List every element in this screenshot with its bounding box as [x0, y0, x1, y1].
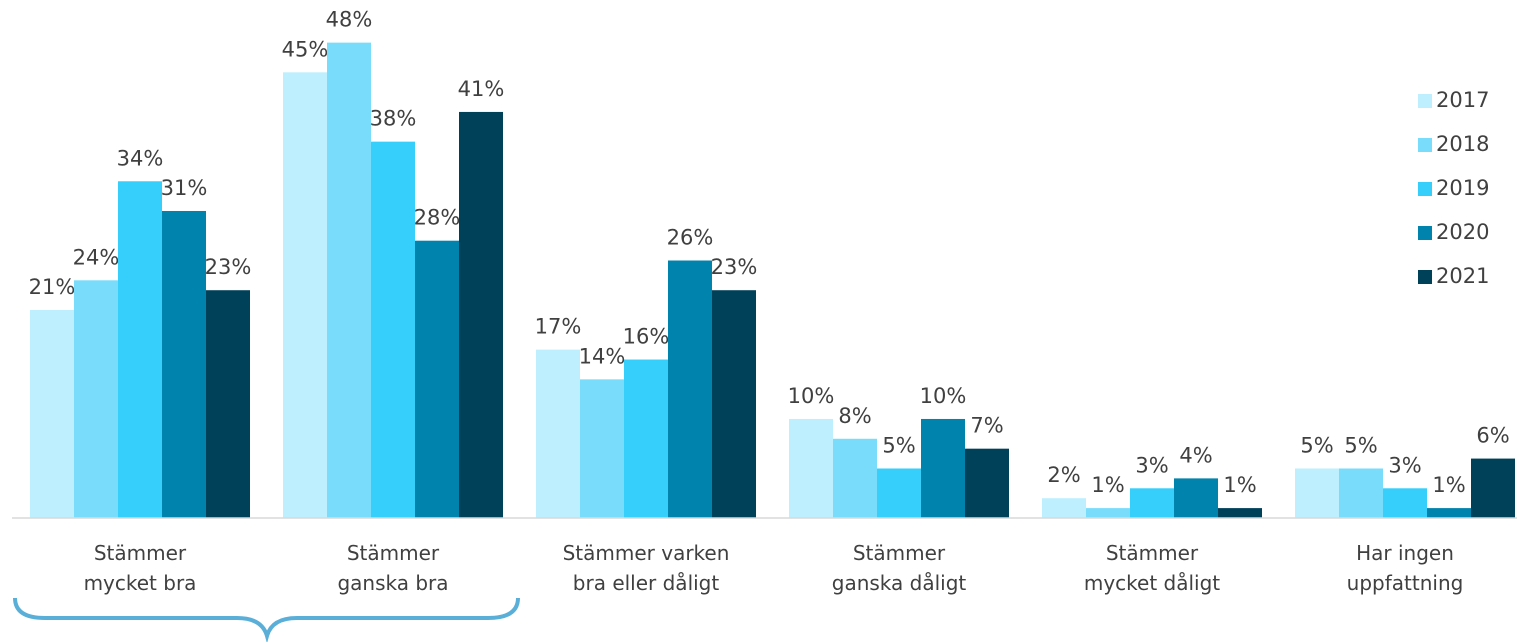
value-label: 23% [711, 255, 758, 279]
bar [1471, 458, 1515, 518]
x-tick-label: Har ingen uppfattning [1346, 541, 1464, 595]
value-label: 41% [458, 77, 505, 101]
value-label: 14% [579, 344, 626, 368]
value-label: 10% [920, 384, 967, 408]
legend-swatch [1418, 226, 1432, 240]
bar [877, 468, 921, 518]
bar [668, 260, 712, 518]
value-label: 4% [1179, 443, 1212, 467]
value-label: 2% [1047, 463, 1080, 487]
value-label: 1% [1223, 473, 1256, 497]
value-label: 16% [623, 325, 670, 349]
legend-label: 2017 [1436, 88, 1489, 112]
bar [415, 240, 459, 518]
value-label: 26% [667, 226, 714, 250]
bracket [13, 597, 520, 642]
bar [965, 448, 1009, 518]
x-tick-label: Stämmer varken bra eller dåligt [562, 541, 730, 595]
bar [1295, 468, 1339, 518]
bar [74, 280, 118, 518]
x-tick-label: Stämmer ganska bra [337, 541, 449, 595]
bar [30, 310, 74, 518]
value-label: 8% [838, 404, 871, 428]
bar [327, 42, 371, 518]
legend-swatch [1418, 94, 1432, 108]
value-label: 23% [205, 255, 252, 279]
legend-swatch [1418, 138, 1432, 152]
bar [833, 438, 877, 518]
bar [162, 210, 206, 518]
bar [1130, 488, 1174, 518]
value-label: 48% [326, 8, 373, 32]
value-label: 24% [73, 245, 120, 269]
value-label: 5% [1300, 433, 1333, 457]
bar [1174, 478, 1218, 518]
bar [921, 418, 965, 518]
bar [1427, 508, 1471, 518]
value-label: 17% [535, 315, 582, 339]
value-label: 3% [1388, 453, 1421, 477]
value-label: 21% [29, 275, 76, 299]
x-tick-label: Stämmer mycket bra [83, 541, 197, 595]
legend-label: 2018 [1436, 132, 1489, 156]
x-tick-label: Stämmer mycket dåligt [1083, 541, 1221, 595]
value-label: 1% [1091, 473, 1124, 497]
value-label: 5% [1344, 433, 1377, 457]
bar [624, 359, 668, 518]
value-label: 6% [1476, 424, 1509, 448]
value-label: 5% [882, 433, 915, 457]
legend-label: 2021 [1436, 264, 1489, 288]
value-label: 3% [1135, 453, 1168, 477]
bar [1383, 488, 1427, 518]
legend-swatch [1418, 270, 1432, 284]
bar [283, 72, 327, 519]
bar [118, 181, 162, 518]
x-tick-label: Stämmer ganska dåligt [831, 541, 967, 595]
value-label: 1% [1432, 473, 1465, 497]
legend-label: 2019 [1436, 176, 1489, 200]
value-label: 34% [117, 146, 164, 170]
bar [712, 290, 756, 518]
bar [1086, 508, 1130, 518]
bar [1218, 508, 1262, 518]
bar [1042, 498, 1086, 518]
value-label: 7% [970, 414, 1003, 438]
bar [1339, 468, 1383, 518]
bar [371, 141, 415, 518]
bar [206, 290, 250, 518]
bar [536, 349, 580, 518]
value-label: 10% [788, 384, 835, 408]
bar [789, 418, 833, 518]
value-label: 45% [282, 37, 329, 61]
bar [459, 111, 503, 518]
legend-label: 2020 [1436, 220, 1489, 244]
value-label: 38% [370, 107, 417, 131]
value-label: 31% [161, 176, 208, 200]
legend-swatch [1418, 182, 1432, 196]
value-label: 28% [414, 206, 461, 230]
bar [580, 379, 624, 518]
